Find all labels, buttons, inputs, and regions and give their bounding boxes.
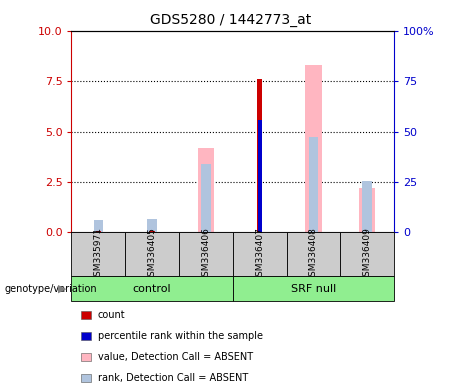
Text: GSM336409: GSM336409 (363, 227, 372, 282)
Text: SRF null: SRF null (291, 284, 336, 294)
Bar (71, 276, 233, 301)
Bar (287, 232, 340, 276)
Text: count: count (98, 310, 125, 320)
Bar (309, 137, 318, 232)
Bar (362, 181, 372, 232)
Text: GSM336408: GSM336408 (309, 227, 318, 282)
Bar (148, 219, 157, 232)
Text: rank, Detection Call = ABSENT: rank, Detection Call = ABSENT (98, 373, 248, 383)
Bar (233, 276, 394, 301)
Bar (198, 147, 214, 232)
Bar (257, 79, 262, 232)
Text: genotype/variation: genotype/variation (5, 284, 97, 294)
Bar (96, 231, 101, 232)
Bar (359, 188, 375, 232)
Bar (340, 232, 394, 276)
Bar (201, 164, 211, 232)
Bar (258, 121, 262, 232)
Bar (94, 220, 103, 232)
Text: percentile rank within the sample: percentile rank within the sample (98, 331, 263, 341)
Text: GSM335971: GSM335971 (94, 227, 103, 282)
Text: GSM336407: GSM336407 (255, 227, 264, 282)
Bar (149, 231, 155, 232)
Bar (179, 232, 233, 276)
Bar (305, 65, 321, 232)
Bar (233, 232, 287, 276)
Text: value, Detection Call = ABSENT: value, Detection Call = ABSENT (98, 352, 253, 362)
Text: GSM336405: GSM336405 (148, 227, 157, 282)
Text: ▶: ▶ (58, 284, 66, 294)
Bar (125, 232, 179, 276)
Bar (71, 232, 125, 276)
Text: control: control (133, 284, 171, 294)
Text: GDS5280 / 1442773_at: GDS5280 / 1442773_at (150, 13, 311, 27)
Text: GSM336406: GSM336406 (201, 227, 210, 282)
